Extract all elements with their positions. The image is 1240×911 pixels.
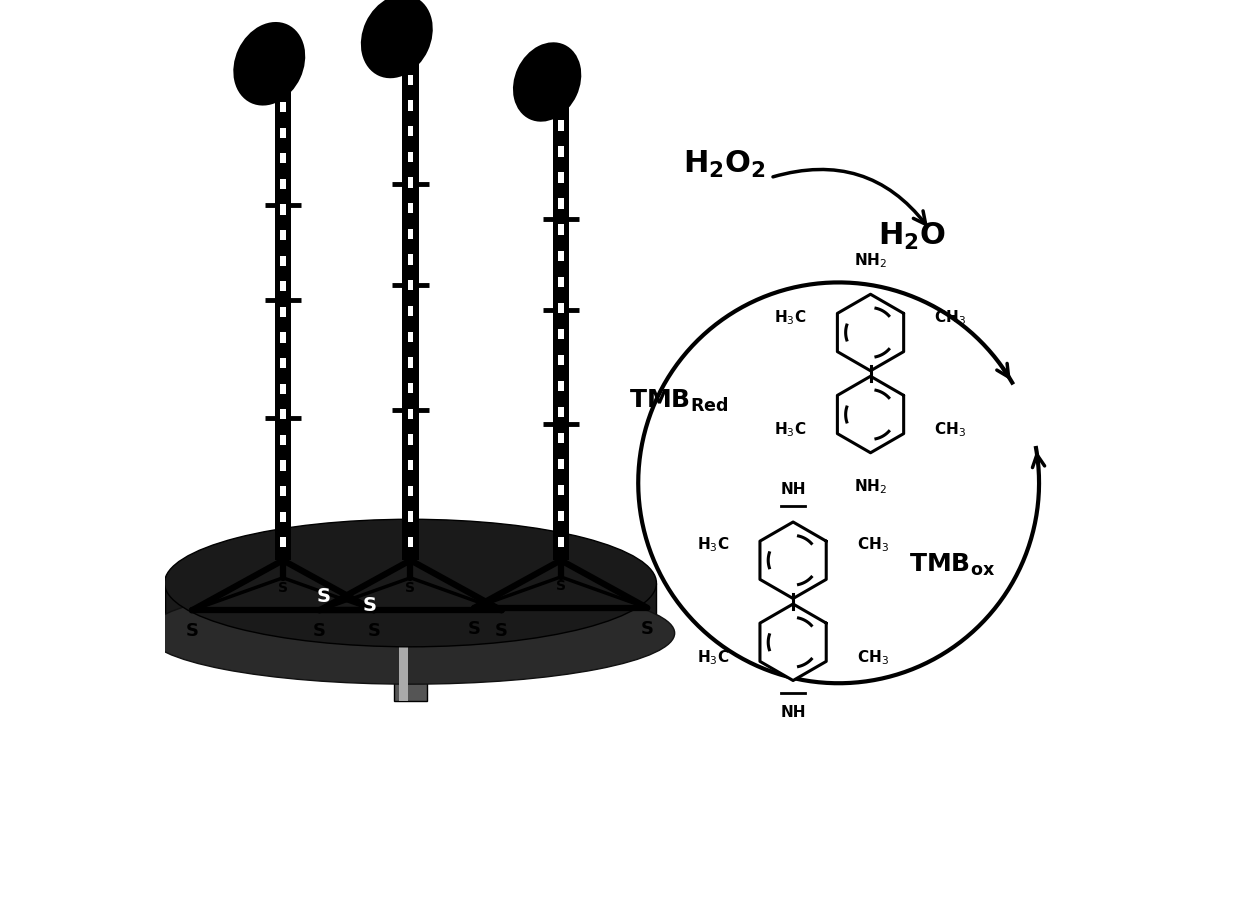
Text: $\mathbf{H_2O}$: $\mathbf{H_2O}$ [878,221,945,252]
Text: S: S [278,581,288,595]
Ellipse shape [233,22,305,106]
FancyBboxPatch shape [553,105,569,560]
FancyBboxPatch shape [558,172,563,183]
Text: S: S [467,619,481,638]
FancyBboxPatch shape [558,459,563,469]
FancyBboxPatch shape [408,178,413,188]
FancyBboxPatch shape [408,229,413,239]
FancyBboxPatch shape [408,537,413,548]
FancyBboxPatch shape [558,199,563,209]
FancyBboxPatch shape [558,485,563,496]
FancyBboxPatch shape [280,333,285,343]
Text: NH$_2$: NH$_2$ [854,477,887,496]
Polygon shape [837,376,904,453]
Text: S: S [367,622,381,640]
Text: CH$_3$: CH$_3$ [857,649,889,667]
FancyBboxPatch shape [280,512,285,522]
FancyBboxPatch shape [558,224,563,235]
Ellipse shape [165,519,656,647]
FancyBboxPatch shape [558,433,563,443]
FancyBboxPatch shape [408,203,413,213]
Text: CH$_3$: CH$_3$ [934,308,966,326]
FancyBboxPatch shape [280,486,285,496]
FancyBboxPatch shape [280,204,285,215]
Ellipse shape [361,0,433,78]
FancyBboxPatch shape [280,128,285,138]
Text: NH$_2$: NH$_2$ [854,251,887,270]
Text: H$_3$C: H$_3$C [775,308,807,326]
FancyBboxPatch shape [558,406,563,417]
FancyBboxPatch shape [408,306,413,316]
Polygon shape [760,604,826,681]
Circle shape [402,46,419,65]
FancyBboxPatch shape [408,486,413,496]
FancyBboxPatch shape [280,358,285,368]
FancyBboxPatch shape [408,435,413,445]
FancyBboxPatch shape [275,87,291,560]
FancyBboxPatch shape [408,126,413,137]
FancyBboxPatch shape [408,409,413,419]
Text: S: S [317,588,331,606]
Text: S: S [312,622,326,640]
Text: S: S [641,619,653,638]
Text: S: S [185,622,198,640]
FancyBboxPatch shape [558,381,563,391]
FancyBboxPatch shape [280,384,285,394]
Text: S: S [362,597,377,615]
FancyBboxPatch shape [394,633,427,701]
FancyBboxPatch shape [408,383,413,394]
FancyBboxPatch shape [558,251,563,261]
FancyBboxPatch shape [280,460,285,471]
FancyBboxPatch shape [408,357,413,367]
FancyBboxPatch shape [558,329,563,339]
FancyBboxPatch shape [408,100,413,110]
FancyBboxPatch shape [408,254,413,265]
Circle shape [552,92,570,110]
Text: H$_3$C: H$_3$C [697,536,729,554]
FancyBboxPatch shape [280,179,285,189]
FancyBboxPatch shape [558,537,563,548]
FancyBboxPatch shape [280,307,285,317]
FancyBboxPatch shape [408,152,413,162]
FancyBboxPatch shape [398,633,408,701]
FancyBboxPatch shape [280,281,285,292]
FancyBboxPatch shape [280,409,285,419]
FancyBboxPatch shape [280,230,285,241]
FancyBboxPatch shape [558,302,563,313]
FancyBboxPatch shape [402,59,419,560]
Circle shape [274,74,293,92]
Ellipse shape [513,42,582,122]
Text: $\mathbf{TMB_{Red}}$: $\mathbf{TMB_{Red}}$ [630,388,729,414]
Polygon shape [837,294,904,371]
FancyBboxPatch shape [280,537,285,548]
Text: S: S [556,579,565,593]
FancyBboxPatch shape [280,102,285,112]
Ellipse shape [146,582,675,684]
Text: H$_3$C: H$_3$C [697,649,729,667]
FancyBboxPatch shape [408,460,413,470]
FancyBboxPatch shape [408,511,413,522]
Text: NH: NH [780,483,806,497]
Text: NH: NH [780,705,806,720]
FancyBboxPatch shape [280,256,285,266]
Text: $\mathbf{H_2O_2}$: $\mathbf{H_2O_2}$ [683,148,766,179]
Text: S: S [495,622,508,640]
FancyBboxPatch shape [558,277,563,287]
FancyBboxPatch shape [408,332,413,342]
FancyBboxPatch shape [408,75,413,85]
Text: CH$_3$: CH$_3$ [857,536,889,554]
FancyBboxPatch shape [280,153,285,163]
FancyBboxPatch shape [558,511,563,521]
Polygon shape [760,522,826,599]
Text: $\mathbf{TMB_{ox}}$: $\mathbf{TMB_{ox}}$ [909,552,996,578]
Polygon shape [165,583,656,633]
FancyBboxPatch shape [558,147,563,157]
Text: S: S [405,581,415,595]
Text: CH$_3$: CH$_3$ [934,421,966,439]
FancyBboxPatch shape [558,354,563,365]
FancyBboxPatch shape [280,435,285,445]
FancyBboxPatch shape [558,120,563,131]
FancyBboxPatch shape [408,281,413,291]
Text: H$_3$C: H$_3$C [775,421,807,439]
